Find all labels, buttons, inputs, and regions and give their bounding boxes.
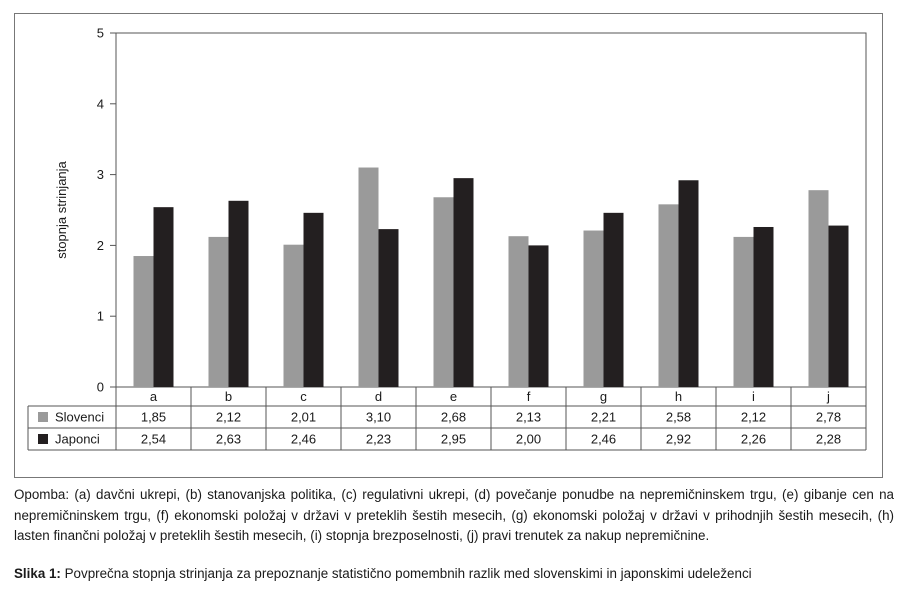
x-tick-label: e (450, 389, 457, 404)
x-tick-label: c (300, 389, 307, 404)
data-label: 2,46 (291, 432, 316, 447)
x-tick-label: i (752, 389, 755, 404)
bar-slovenci-j (808, 190, 829, 387)
bar-slovenci-i (733, 236, 754, 387)
bar-slovenci-f (508, 236, 529, 387)
x-tick-label: g (600, 389, 607, 404)
caption-label: Slika 1: (14, 566, 61, 581)
data-label: 2,68 (441, 410, 466, 425)
data-label: 2,21 (591, 410, 616, 425)
bar-japonci-b (228, 200, 249, 387)
data-label: 2,95 (441, 432, 466, 447)
data-label: 2,28 (816, 432, 841, 447)
bar-japonci-e (453, 178, 474, 387)
figure-frame (14, 13, 883, 478)
bar-slovenci-b (208, 236, 229, 387)
data-label: 2,23 (366, 432, 391, 447)
bar-japonci-g (603, 212, 624, 387)
bar-japonci-d (378, 229, 399, 387)
data-label: 2,26 (741, 432, 766, 447)
x-tick-label: b (225, 389, 232, 404)
bar-japonci-i (753, 226, 774, 387)
figure-note: Opomba: (a) davčni ukrepi, (b) stanovanj… (14, 487, 894, 543)
data-label: 2,58 (666, 410, 691, 425)
data-label: 2,78 (816, 410, 841, 425)
data-label: 2,00 (516, 432, 541, 447)
data-label: 2,54 (141, 432, 166, 447)
legend-label: Slovenci (55, 410, 104, 425)
y-tick-label: 4 (97, 96, 104, 111)
bar-slovenci-h (658, 204, 679, 387)
bar-chart: 0 1 2 3 4 5 stopnja strinjanja a b c d e f g h i j Sloven… (27, 26, 867, 451)
x-tick-label: a (150, 389, 158, 404)
figure-caption: Slika 1: Povprečna stopnja strinjanja za… (14, 566, 752, 581)
y-tick-label: 0 (97, 380, 104, 395)
x-tick-label: h (675, 389, 682, 404)
bar-japonci-f (528, 245, 549, 387)
data-label: 2,63 (216, 432, 241, 447)
legend-swatch (38, 434, 48, 444)
legend-swatch (38, 412, 48, 422)
data-label: 2,13 (516, 410, 541, 425)
bar-slovenci-e (433, 197, 454, 387)
bar-slovenci-a (133, 256, 154, 387)
bar-japonci-h (678, 180, 699, 387)
caption-text: Povprečna stopnja strinjanja za prepozna… (60, 566, 752, 581)
y-tick-label: 3 (97, 167, 104, 182)
y-tick-label: 1 (97, 309, 104, 324)
data-label: 2,92 (666, 432, 691, 447)
y-tick-label: 2 (97, 238, 104, 253)
bar-slovenci-c (283, 244, 304, 387)
data-label: 2,12 (741, 410, 766, 425)
legend-label: Japonci (55, 432, 100, 447)
data-label: 3,10 (366, 410, 391, 425)
bar-slovenci-d (358, 167, 379, 387)
data-label: 1,85 (141, 410, 166, 425)
x-tick-label: f (527, 389, 531, 404)
data-label: 2,46 (591, 432, 616, 447)
data-label: 2,01 (291, 410, 316, 425)
y-tick-label: 5 (97, 26, 104, 41)
bar-japonci-c (303, 212, 324, 387)
x-tick-label: j (826, 389, 830, 404)
bar-japonci-a (153, 207, 174, 387)
y-axis-label: stopnja strinjanja (54, 160, 69, 258)
data-label: 2,12 (216, 410, 241, 425)
bar-slovenci-g (583, 230, 604, 387)
x-tick-label: d (375, 389, 382, 404)
bar-japonci-j (828, 225, 849, 387)
